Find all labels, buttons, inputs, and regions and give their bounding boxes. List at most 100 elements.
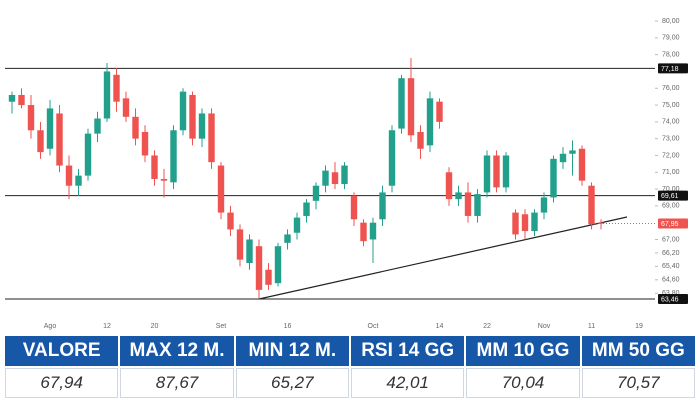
candle-body (94, 118, 101, 134)
candle-body (103, 71, 111, 119)
table-header: MM 50 GG (581, 336, 695, 366)
candle-body (46, 108, 54, 149)
candle-body (360, 222, 367, 242)
candle-body (8, 94, 16, 102)
candle-body (379, 192, 386, 220)
y-tick-label: 79,00 (662, 35, 680, 42)
candle-body (531, 212, 538, 232)
candle-body (474, 194, 481, 216)
table-cell: 70,04 (466, 368, 580, 398)
x-tick-label: Oct (368, 323, 379, 330)
candle-body (84, 133, 92, 176)
y-tick-label: 64,60 (662, 277, 680, 284)
y-tick-label: 69,00 (662, 203, 680, 210)
candle-body (521, 214, 529, 232)
candle-body (350, 195, 358, 220)
candle-body (493, 155, 500, 188)
table-header: RSI 14 GG (351, 336, 465, 366)
candle-body (578, 148, 586, 181)
level-label-box (658, 190, 688, 201)
candle-body (75, 175, 82, 186)
level-label: 63,46 (661, 296, 679, 303)
candle-body (37, 130, 44, 153)
candle-body (407, 78, 415, 136)
candle-body (550, 158, 557, 198)
candle-body (293, 217, 301, 233)
candle-body (445, 172, 453, 200)
y-tick-label: 78,00 (662, 51, 680, 58)
y-tick-label: 76,00 (662, 85, 680, 92)
candle-body (569, 150, 576, 154)
candle-body (274, 246, 282, 284)
candle-body (189, 94, 196, 139)
y-tick-label: 63,80 (662, 290, 680, 297)
x-tick-label: 16 (284, 323, 292, 330)
y-tick-label: 72,00 (662, 152, 680, 159)
table-cell: 87,67 (120, 368, 234, 398)
candle-body (141, 131, 149, 156)
table-cell: 42,01 (351, 368, 465, 398)
candle-body (559, 153, 567, 163)
candle-body (255, 246, 263, 290)
x-tick-label: 12 (103, 323, 111, 330)
y-tick-label: 70,00 (662, 186, 680, 193)
candle-body (436, 101, 443, 122)
candle-body (512, 212, 519, 235)
candle-body (388, 130, 396, 186)
candle-body (369, 222, 377, 240)
stats-table: VALORE MAX 12 M. MIN 12 M. RSI 14 GG MM 10 G… (5, 336, 695, 398)
candle-body (208, 113, 215, 163)
x-tick-label: 11 (588, 323, 595, 330)
candle-body (502, 155, 510, 188)
candle-body (27, 105, 35, 131)
table-header: MM 10 GG (466, 336, 580, 366)
candle-body (18, 94, 25, 106)
last-price-label: 67,95 (661, 221, 679, 228)
candle-body (170, 130, 177, 183)
candle-body (236, 229, 244, 260)
candle-body (341, 165, 348, 185)
trendline (258, 216, 628, 300)
candle-body (540, 197, 548, 213)
table-header: MIN 12 M. (235, 336, 349, 366)
candle-body (303, 202, 310, 216)
y-tick-label: 73,00 (662, 136, 680, 143)
level-label-box (658, 63, 688, 74)
x-tick-label: 22 (483, 323, 491, 330)
candle-body (331, 172, 339, 185)
x-tick-label: 14 (436, 323, 444, 330)
level-label: 69,61 (661, 193, 679, 200)
y-tick-label: 71,00 (662, 169, 680, 176)
candle-body (322, 170, 329, 186)
candle-body (217, 165, 225, 213)
y-tick-label: 67,00 (662, 236, 680, 243)
x-tick-label: 20 (151, 323, 159, 330)
candle-body (56, 113, 63, 166)
candle-body (113, 74, 120, 102)
candle-body (151, 155, 158, 179)
candle-body (588, 185, 595, 225)
y-tick-label: 80,00 (662, 18, 680, 25)
y-tick-label: 74,00 (662, 119, 680, 126)
candle-body (483, 155, 491, 193)
candle-body (132, 116, 139, 139)
table-header: VALORE (5, 336, 119, 366)
last-price-box (658, 218, 688, 229)
candle-body (312, 185, 320, 201)
candle-body (179, 91, 187, 131)
y-tick-label: 66,20 (662, 250, 680, 257)
level-label: 77,18 (661, 66, 679, 73)
candle-body (417, 131, 424, 149)
table-cell: 67,94 (5, 368, 119, 398)
table-cell: 65,27 (235, 368, 349, 398)
candle-body (122, 98, 130, 117)
candle-body (284, 234, 291, 243)
x-tick-label: Ago (44, 323, 57, 330)
y-tick-label: 75,00 (662, 102, 680, 109)
chart: 80,00 79,00 78,00 76,00 75,00 74,00 73,00 72,00… (5, 18, 688, 330)
candle-body (464, 192, 472, 216)
x-tick-label: 19 (635, 323, 643, 330)
x-tick-label: Set (216, 323, 227, 330)
x-tick-label: Nov (538, 323, 551, 330)
